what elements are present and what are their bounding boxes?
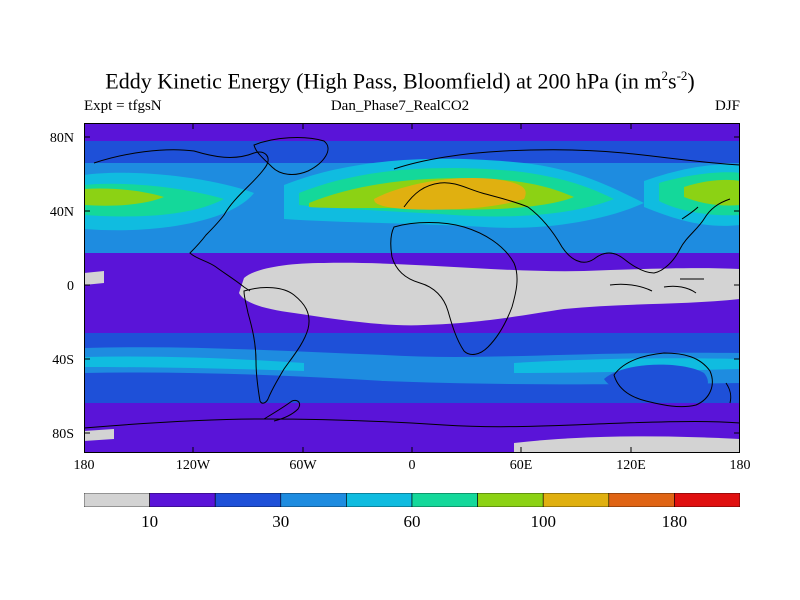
contour-tropical-minimum-main (239, 262, 740, 326)
colorbar-swatch (214, 493, 282, 507)
colorbar-label: 30 (272, 512, 290, 531)
x-tick-label: 120E (616, 458, 646, 473)
colorbar-label: 60 (403, 512, 421, 531)
contour-tropical-minimum (84, 271, 104, 285)
contour-southern-polar-minimum-west (84, 429, 114, 441)
coastline-antarctica (84, 418, 740, 429)
colorbar-swatch (542, 493, 610, 507)
coastline-antarctic-peninsula (263, 400, 301, 422)
map-title: Eddy Kinetic Energy (High Pass, Bloomfie… (105, 68, 695, 94)
y-tick-label: 0 (67, 279, 74, 294)
contour-australia-blue (604, 364, 708, 399)
x-tick-label: 0 (408, 458, 416, 473)
colorbar (84, 493, 740, 507)
colorbar-swatch (280, 493, 347, 507)
experiment-label: Expt = tfgsN (84, 98, 162, 114)
coastline-indonesia (609, 278, 704, 294)
x-tick-label: 60W (289, 458, 317, 473)
contour-pacific-yellowgreen-east (684, 179, 740, 206)
contour-south-cyan (84, 356, 304, 371)
x-tick-label: 180 (73, 458, 95, 473)
contour-south-storm-track (84, 347, 740, 385)
colorbar-swatch (149, 493, 216, 507)
colorbar-label: 10 (141, 512, 159, 531)
colorbar-swatch (84, 493, 150, 507)
x-tick-label: 120W (175, 458, 211, 473)
season-label: DJF (714, 98, 740, 114)
y-tick-label: 80N (49, 131, 74, 146)
coastline-japan (681, 206, 699, 220)
eke-map (84, 123, 740, 453)
y-tick-label: 80S (52, 427, 74, 442)
band-north-polar (84, 123, 740, 141)
coastline-eurasia (393, 149, 740, 170)
contour-atlantic-max (374, 177, 526, 210)
coastlines (84, 137, 740, 429)
contour-pacific-yellowgreen (84, 188, 164, 206)
colorbar-swatch (346, 493, 413, 507)
contour-southern-polar-minimum (514, 436, 740, 453)
coastline-asia-south (527, 198, 731, 274)
x-tick-label: 60E (509, 458, 533, 473)
coastline-africa (390, 222, 518, 355)
run-name-label: Dan_Phase7_RealCO2 (330, 98, 470, 114)
coastline-europe (403, 182, 529, 208)
coastline-australia (613, 352, 713, 408)
y-tick-label: 40N (49, 205, 74, 220)
map-tick-marks (84, 123, 740, 453)
coastline-north-america (93, 149, 269, 292)
band-north-high (84, 141, 740, 163)
colorbar-swatch (608, 493, 675, 507)
colorbar-swatch (477, 493, 544, 507)
colorbar-swatch (411, 493, 478, 507)
colorbar-label: 100 (530, 512, 556, 531)
x-tick-label: 180 (729, 458, 751, 473)
colorbar-swatch (674, 493, 740, 507)
colorbar-label: 180 (661, 512, 688, 531)
y-tick-label: 40S (52, 353, 74, 368)
coastline-new-zealand (725, 382, 732, 404)
coastline-south-america (243, 287, 310, 404)
coastline-greenland (253, 137, 329, 175)
